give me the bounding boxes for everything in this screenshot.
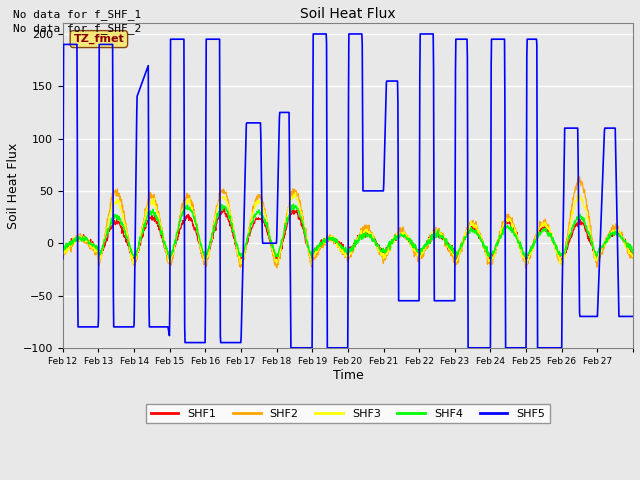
Y-axis label: Soil Heat Flux: Soil Heat Flux (7, 143, 20, 229)
Title: Soil Heat Flux: Soil Heat Flux (300, 7, 396, 21)
Text: TZ_fmet: TZ_fmet (74, 34, 124, 44)
X-axis label: Time: Time (333, 369, 364, 382)
Text: No data for f_SHF_2: No data for f_SHF_2 (13, 23, 141, 34)
Legend: SHF1, SHF2, SHF3, SHF4, SHF5: SHF1, SHF2, SHF3, SHF4, SHF5 (146, 405, 550, 423)
Text: No data for f_SHF_1: No data for f_SHF_1 (13, 9, 141, 20)
